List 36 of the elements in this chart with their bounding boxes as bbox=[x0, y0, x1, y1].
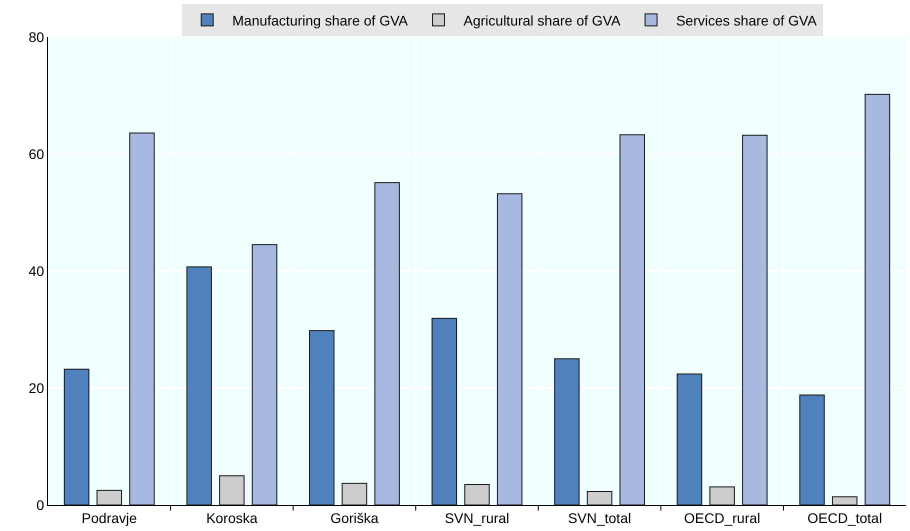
y-tick-label: 40 bbox=[28, 262, 44, 279]
y-tick-label: 60 bbox=[28, 146, 44, 162]
bar bbox=[308, 330, 334, 505]
legend-label: Services share of GVA bbox=[676, 12, 818, 28]
bar bbox=[252, 244, 278, 505]
bar bbox=[464, 484, 490, 505]
bar bbox=[864, 94, 890, 505]
x-tick-label: SVN_rural bbox=[444, 510, 510, 526]
bar bbox=[129, 132, 155, 505]
x-tick-label: OECD_rural bbox=[684, 510, 760, 526]
bar bbox=[586, 491, 612, 505]
legend-label: Agricultural share of GVA bbox=[464, 12, 622, 28]
bar bbox=[219, 475, 245, 505]
x-tick-label: Podravje bbox=[82, 510, 138, 526]
bar bbox=[186, 266, 212, 505]
legend-label: Manufacturing share of GVA bbox=[232, 12, 409, 28]
bar bbox=[742, 134, 768, 505]
bar bbox=[832, 496, 858, 505]
bar bbox=[432, 318, 458, 505]
bar bbox=[64, 368, 90, 505]
bar bbox=[620, 134, 646, 505]
x-tick-label: SVN_total bbox=[568, 510, 632, 526]
bar bbox=[96, 490, 122, 505]
y-tick-label: 20 bbox=[28, 380, 44, 396]
bar bbox=[799, 394, 825, 505]
y-tick-label: 0 bbox=[36, 496, 44, 513]
bar bbox=[496, 193, 522, 505]
y-tick-label: 80 bbox=[28, 28, 44, 45]
bar bbox=[342, 482, 368, 505]
x-tick-label: OECD_total bbox=[807, 510, 882, 526]
bar bbox=[554, 358, 580, 505]
bar bbox=[374, 182, 400, 505]
bar bbox=[676, 373, 702, 505]
bar bbox=[709, 486, 735, 505]
x-tick-label: Goriška bbox=[330, 510, 379, 526]
x-tick-label: Koroska bbox=[206, 510, 258, 526]
